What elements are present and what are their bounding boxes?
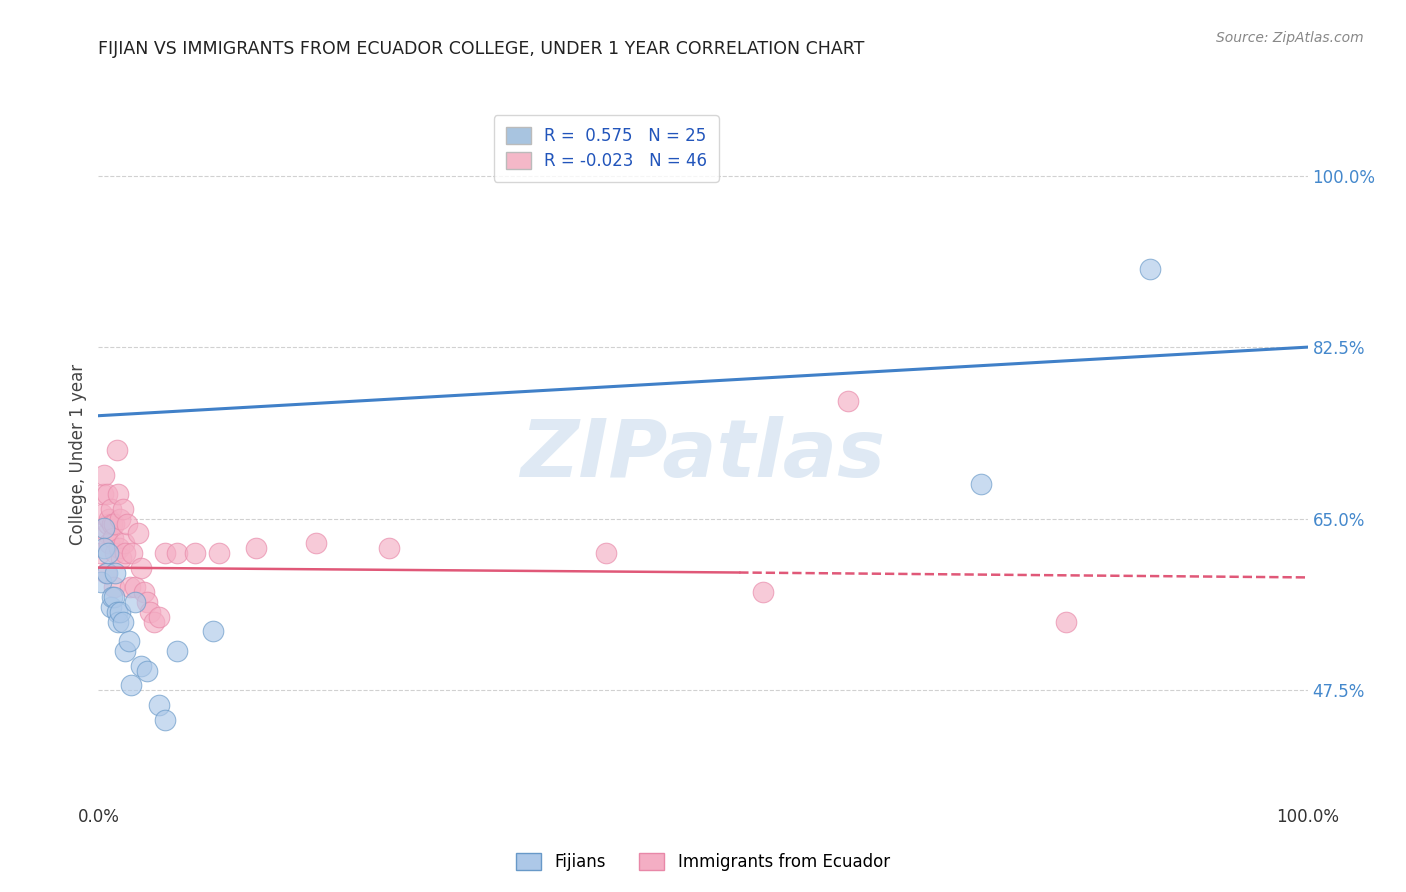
- Point: [129, 560, 152, 574]
- Point: [98, 511, 121, 525]
- Point: [970, 477, 993, 491]
- Point: [208, 546, 231, 560]
- Point: [127, 526, 149, 541]
- Point: [117, 516, 139, 531]
- Point: [135, 664, 157, 678]
- Text: Source: ZipAtlas.com: Source: ZipAtlas.com: [1216, 31, 1364, 45]
- Legend: Fijians, Immigrants from Ecuador: Fijians, Immigrants from Ecuador: [508, 845, 898, 880]
- Point: [110, 550, 132, 565]
- Point: [153, 713, 176, 727]
- Point: [103, 580, 125, 594]
- Point: [108, 541, 131, 555]
- Point: [108, 605, 131, 619]
- Point: [118, 634, 141, 648]
- Point: [104, 546, 127, 560]
- Point: [139, 605, 162, 619]
- Point: [111, 501, 134, 516]
- Point: [97, 546, 120, 560]
- Point: [97, 516, 120, 531]
- Y-axis label: College, Under 1 year: College, Under 1 year: [69, 364, 87, 546]
- Point: [100, 590, 122, 604]
- Point: [1054, 615, 1077, 629]
- Point: [129, 658, 152, 673]
- Point: [143, 615, 166, 629]
- Point: [91, 507, 114, 521]
- Point: [377, 541, 399, 555]
- Point: [93, 467, 115, 482]
- Point: [120, 678, 142, 692]
- Point: [124, 580, 146, 594]
- Point: [101, 531, 124, 545]
- Point: [166, 644, 188, 658]
- Point: [114, 546, 136, 560]
- Point: [103, 516, 125, 531]
- Point: [112, 536, 135, 550]
- Point: [100, 516, 122, 531]
- Point: [166, 546, 188, 560]
- Point: [90, 575, 112, 590]
- Point: [305, 536, 328, 550]
- Point: [108, 511, 131, 525]
- Point: [93, 541, 115, 555]
- Point: [89, 546, 111, 560]
- Point: [595, 546, 617, 560]
- Point: [91, 487, 114, 501]
- Point: [104, 566, 127, 580]
- Point: [118, 580, 141, 594]
- Legend: R =  0.575   N = 25, R = -0.023   N = 46: R = 0.575 N = 25, R = -0.023 N = 46: [494, 115, 718, 182]
- Point: [105, 443, 128, 458]
- Point: [96, 566, 118, 580]
- Point: [105, 605, 128, 619]
- Point: [752, 585, 775, 599]
- Point: [100, 599, 122, 614]
- Point: [114, 644, 136, 658]
- Point: [98, 536, 121, 550]
- Point: [124, 595, 146, 609]
- Point: [1139, 261, 1161, 276]
- Point: [148, 698, 170, 712]
- Point: [107, 615, 129, 629]
- Point: [184, 546, 207, 560]
- Point: [148, 609, 170, 624]
- Point: [135, 595, 157, 609]
- Text: FIJIAN VS IMMIGRANTS FROM ECUADOR COLLEGE, UNDER 1 YEAR CORRELATION CHART: FIJIAN VS IMMIGRANTS FROM ECUADOR COLLEG…: [98, 40, 865, 58]
- Point: [121, 546, 143, 560]
- Point: [93, 521, 115, 535]
- Point: [837, 394, 859, 409]
- Point: [153, 546, 176, 560]
- Point: [100, 501, 122, 516]
- Point: [202, 624, 225, 639]
- Text: ZIPatlas: ZIPatlas: [520, 416, 886, 494]
- Point: [245, 541, 267, 555]
- Point: [111, 615, 134, 629]
- Point: [107, 487, 129, 501]
- Point: [96, 487, 118, 501]
- Point: [94, 566, 117, 580]
- Point: [134, 585, 156, 599]
- Point: [103, 590, 125, 604]
- Point: [96, 526, 118, 541]
